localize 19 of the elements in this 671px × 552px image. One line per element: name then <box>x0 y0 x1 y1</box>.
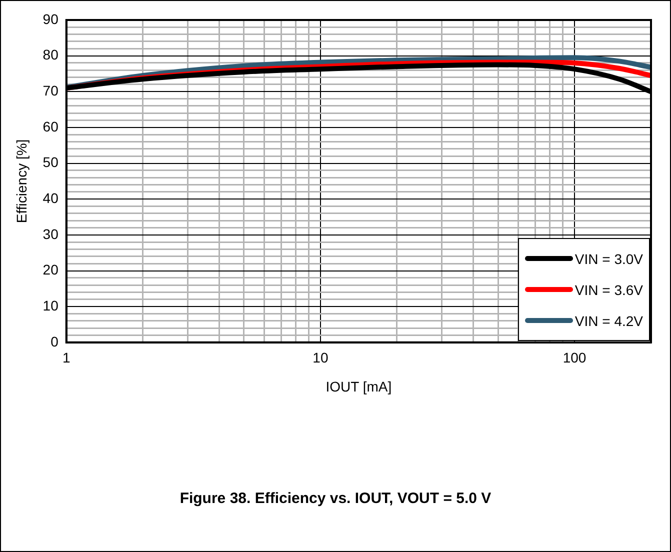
y-tick-label: 20 <box>42 262 59 278</box>
legend-label: VIN = 3.6V <box>574 282 643 298</box>
y-tick-label: 40 <box>42 190 59 206</box>
y-tick-label: 70 <box>42 82 59 99</box>
y-tick-label: 10 <box>42 297 59 314</box>
x-tick-label: 10 <box>312 350 328 366</box>
x-tick-label: 1 <box>62 350 70 366</box>
legend-label: VIN = 4.2V <box>574 312 643 329</box>
y-tick-label: 50 <box>42 154 59 170</box>
x-tick-label: 100 <box>562 350 586 366</box>
text: Figure 38. Efficiency vs. IOUT, VOUT = 5.0 V <box>178 490 492 507</box>
legend-label: VIN = 3.0V <box>574 250 643 267</box>
y-tick-label: 80 <box>42 46 59 63</box>
y-tick-label: 30 <box>42 226 59 242</box>
y-tick-label: 60 <box>42 118 59 134</box>
y-tick-label: 0 <box>50 333 59 350</box>
x-axis-title: IOUT [mA] <box>326 378 392 394</box>
y-tick-label: 90 <box>42 10 59 27</box>
y-axis-title: Efficiency [%] <box>13 139 30 224</box>
